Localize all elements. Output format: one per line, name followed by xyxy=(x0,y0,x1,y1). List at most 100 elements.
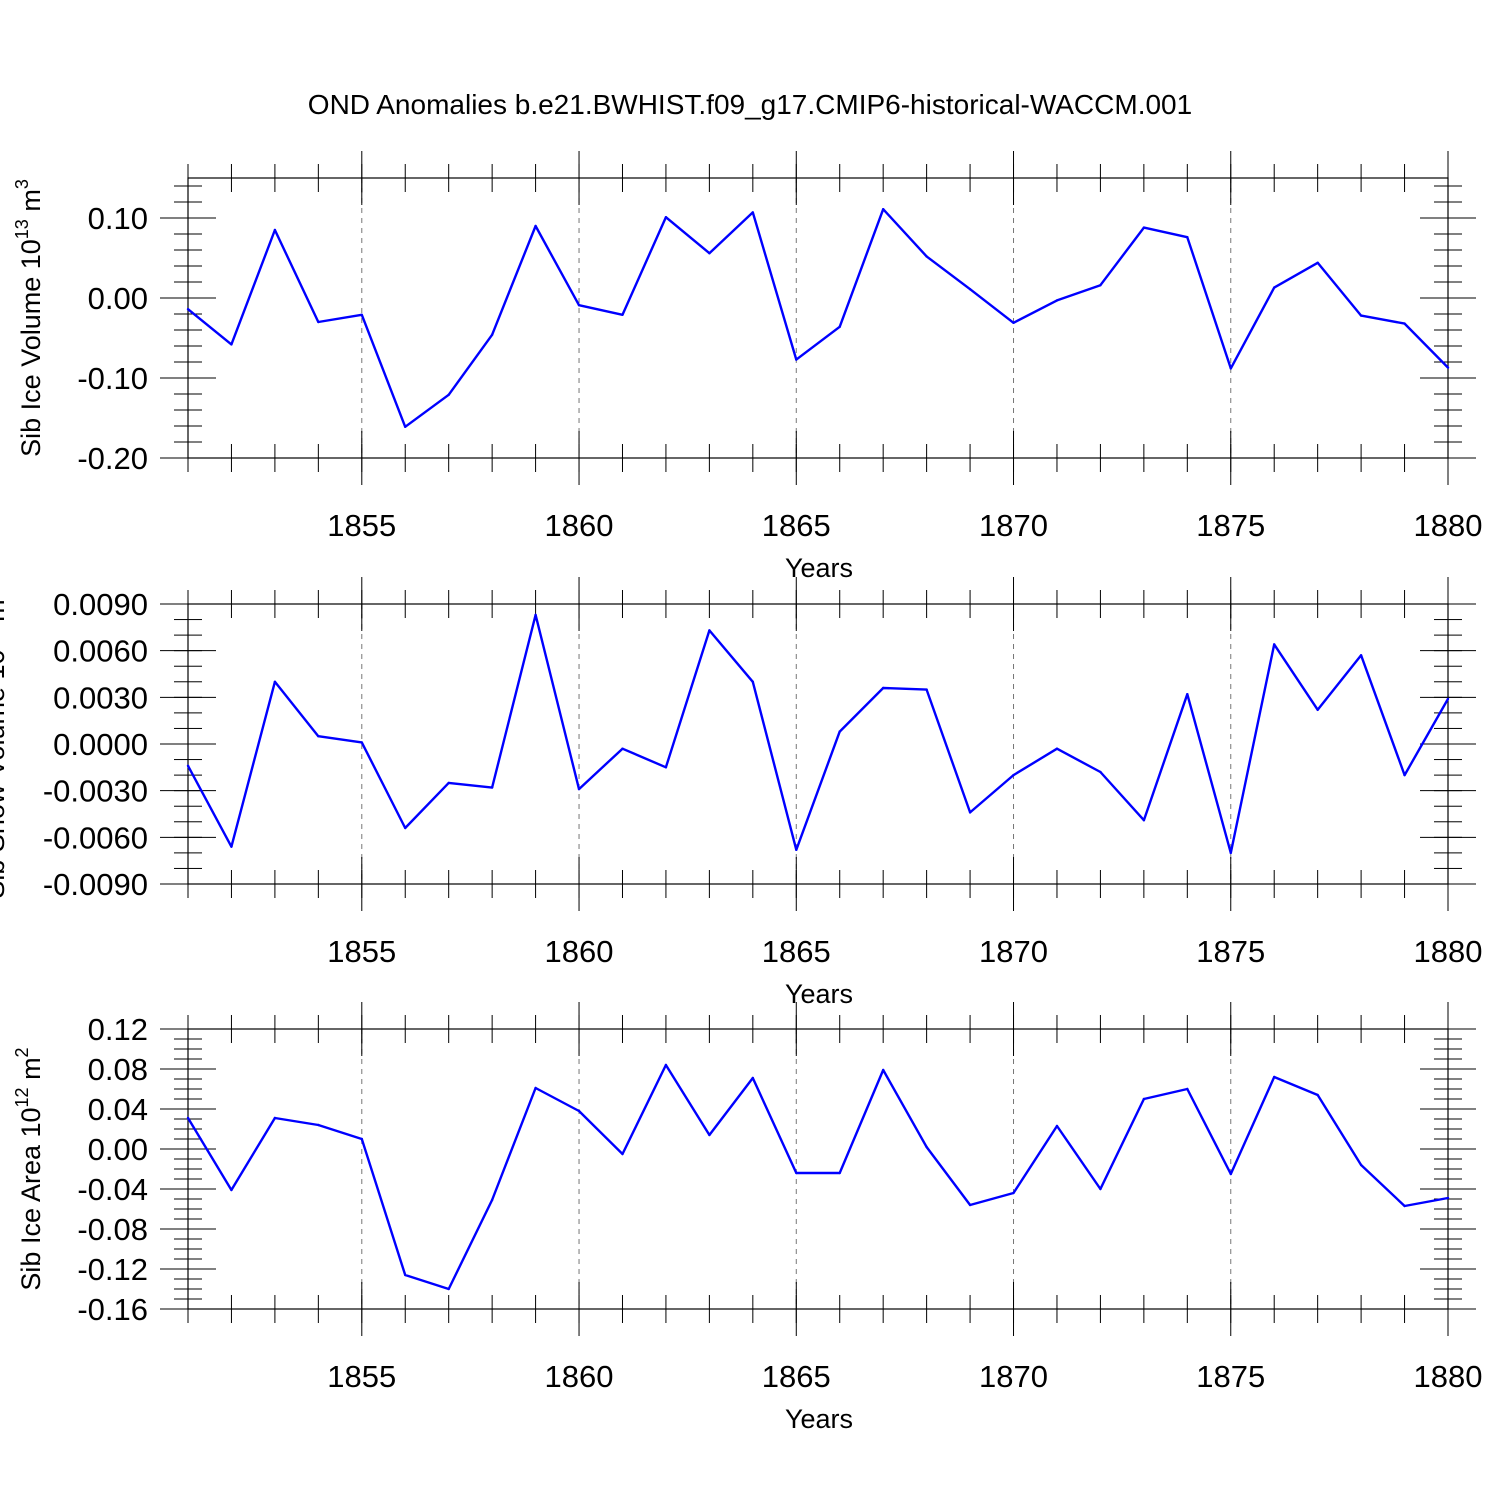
y-tick-label: -0.0030 xyxy=(43,774,148,809)
data-point xyxy=(273,680,277,683)
x-tick-label: 1865 xyxy=(762,934,831,969)
data-point xyxy=(968,288,972,291)
x-tick-label: 1870 xyxy=(979,934,1048,969)
data-point xyxy=(1186,236,1189,239)
data-point xyxy=(1229,851,1232,855)
x-tick-label: 1865 xyxy=(762,508,831,543)
y-tick-label: 0.0090 xyxy=(53,587,148,622)
data-point xyxy=(1273,1075,1276,1079)
data-point xyxy=(1273,286,1276,289)
series-line xyxy=(187,207,1449,428)
data-point xyxy=(1012,773,1015,777)
x-tick-label: 1880 xyxy=(1414,1359,1483,1394)
data-point xyxy=(1055,299,1059,302)
x-tick-label: 1855 xyxy=(327,1359,396,1394)
x-axis-label: Years xyxy=(785,979,853,1009)
data-point xyxy=(534,1086,537,1090)
y-tick-label: -0.04 xyxy=(77,1172,148,1207)
data-point xyxy=(968,1203,972,1207)
data-point xyxy=(273,1116,277,1120)
data-point xyxy=(925,1145,928,1149)
y-tick-label: 0.10 xyxy=(88,201,148,236)
data-point xyxy=(404,826,407,830)
panels: -0.20 -0.10 0.00 0.10 1855 1860 1865 1870 1875 18… xyxy=(0,151,1482,1434)
data-point xyxy=(838,325,841,328)
y-tick-label: -0.12 xyxy=(77,1252,148,1287)
data-point xyxy=(1359,314,1363,317)
data-point xyxy=(1446,697,1450,701)
data-point xyxy=(577,787,581,791)
y-tick-label: 0.08 xyxy=(88,1052,148,1087)
data-point xyxy=(404,1273,407,1277)
x-tick-label: 1860 xyxy=(545,934,614,969)
plot-frame xyxy=(187,603,1449,885)
y-tick-label: -0.0060 xyxy=(43,820,148,855)
y-axis-label: Sib Ice Volume 1013 m3 xyxy=(12,179,46,457)
y-axis-label: Sib Snow Volume 1013 m3 xyxy=(0,589,10,898)
data-point xyxy=(317,735,320,738)
series-line xyxy=(186,613,1450,855)
data-point xyxy=(838,1171,841,1175)
data-point xyxy=(230,343,233,346)
data-point xyxy=(1099,770,1102,774)
data-point xyxy=(1142,226,1146,229)
y-axis-label-exponent: 12 xyxy=(12,1087,32,1107)
data-point xyxy=(664,1063,668,1067)
data-point xyxy=(1229,367,1232,370)
data-point xyxy=(751,1076,755,1080)
data-point xyxy=(881,208,885,211)
y-axis-label-text: Sib Ice Area 10 xyxy=(16,1107,46,1290)
data-point xyxy=(1403,1204,1406,1208)
data-point xyxy=(447,393,450,396)
y-tick-label: 0.00 xyxy=(88,281,148,316)
data-point xyxy=(838,730,841,733)
data-point xyxy=(1055,1124,1059,1128)
data-point xyxy=(621,747,624,750)
data-point xyxy=(186,764,190,767)
data-point xyxy=(317,320,320,324)
data-point xyxy=(360,741,363,744)
x-axis-label: Years xyxy=(785,553,853,583)
data-point xyxy=(230,845,233,848)
data-point xyxy=(708,1133,711,1137)
y-axis-label-unit-exponent: 3 xyxy=(12,179,32,189)
data-point xyxy=(447,781,450,785)
x-tick-label: 1880 xyxy=(1414,508,1483,543)
panel-3: -0.16 -0.12 -0.08 -0.04 0.00 0.04 0.08 0.12 1855… xyxy=(12,1002,1482,1434)
data-point xyxy=(360,1137,363,1141)
data-point xyxy=(708,629,711,632)
y-tick-label: 0.0000 xyxy=(53,727,148,762)
y-axis-label-text: Sib Ice Volume 10 xyxy=(16,239,46,457)
data-point xyxy=(664,216,668,219)
data-point xyxy=(795,358,798,361)
data-point xyxy=(1012,1191,1015,1195)
x-tick-label: 1875 xyxy=(1196,1359,1265,1394)
data-point xyxy=(925,255,928,258)
data-point xyxy=(1403,322,1406,325)
x-tick-label: 1880 xyxy=(1414,934,1483,969)
data-point xyxy=(1316,261,1319,264)
y-axis-label-unit: m xyxy=(16,1057,46,1087)
data-point xyxy=(577,1109,581,1113)
y-axis-label-text: Sib Snow Volume 10 xyxy=(0,649,10,898)
data-point xyxy=(881,1068,885,1072)
x-tick-label: 1875 xyxy=(1196,934,1265,969)
data-point xyxy=(230,1188,233,1192)
data-point xyxy=(1099,1187,1102,1191)
y-tick-label: 0.0060 xyxy=(53,634,148,669)
y-tick-label: -0.16 xyxy=(77,1292,148,1327)
data-point xyxy=(577,304,581,307)
data-point xyxy=(534,224,537,228)
series-line xyxy=(186,1063,1449,1291)
data-point xyxy=(186,308,190,311)
data-point xyxy=(360,313,363,316)
y-tick-label: -0.08 xyxy=(77,1212,148,1247)
data-point xyxy=(1186,1087,1189,1091)
data-point xyxy=(968,811,972,814)
data-point xyxy=(490,333,494,336)
data-point xyxy=(925,688,928,691)
x-tick-label: 1860 xyxy=(545,508,614,543)
data-point xyxy=(751,211,755,214)
y-tick-label: 0.0030 xyxy=(53,680,148,715)
